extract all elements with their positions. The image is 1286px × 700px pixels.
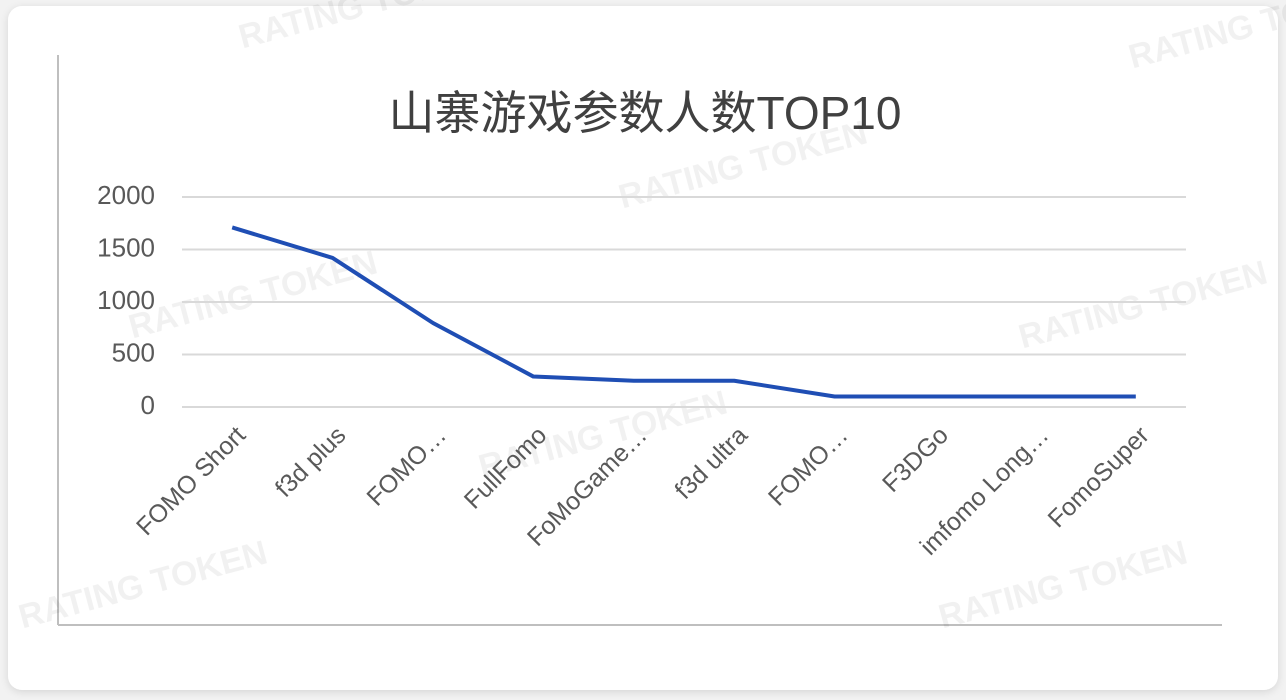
y-tick-label: 2000 (97, 180, 155, 210)
y-tick-label: 1000 (97, 285, 155, 315)
y-tick-label: 1500 (97, 232, 155, 262)
chart-title: 山寨游戏参数人数TOP10 (389, 87, 902, 139)
line (231, 225, 1136, 399)
y-tick-label: 0 (141, 390, 155, 420)
y-tick-label: 500 (112, 337, 155, 367)
card (8, 6, 1278, 690)
